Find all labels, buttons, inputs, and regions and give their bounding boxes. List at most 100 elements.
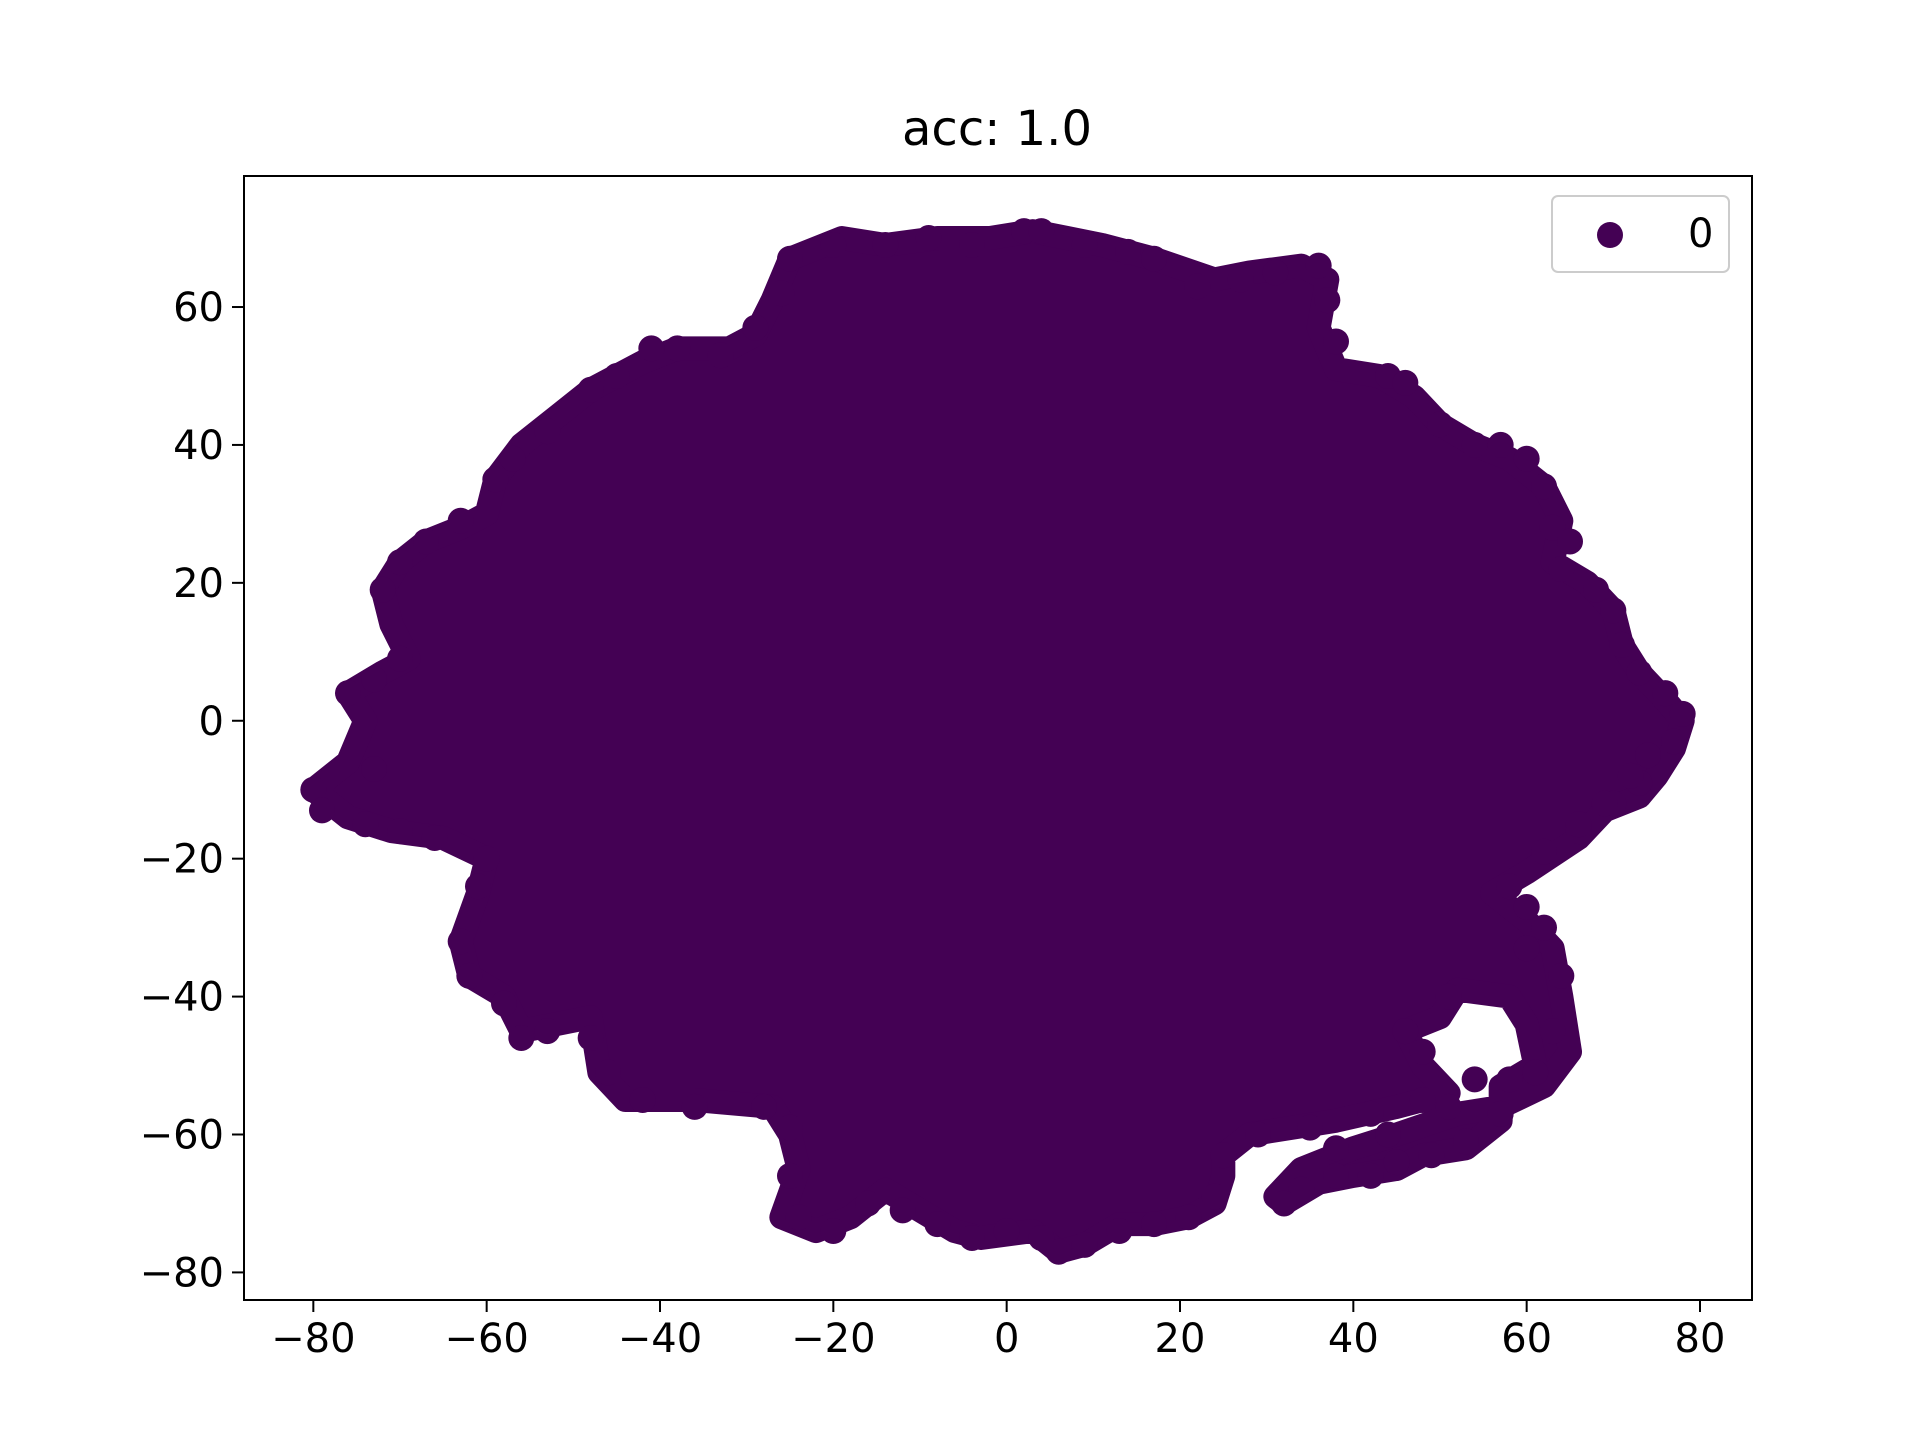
scatter-point [1141,1211,1167,1238]
scatter-point [993,1218,1020,1245]
y-tick-label: 0 [199,699,224,745]
scatter-point [1357,1100,1384,1127]
scatter-point [1557,528,1583,555]
scatter-point [889,1197,916,1224]
y-tick-label: 60 [173,285,224,331]
scatter-point [1496,1066,1523,1093]
scatter-point [577,376,604,403]
scatter-point [959,1224,985,1251]
legend-marker [1597,222,1623,248]
scatter-point [508,1024,535,1051]
scatter-point [1435,1093,1462,1120]
y-tick-label: 20 [173,561,224,607]
y-tick-label: −60 [140,1113,224,1159]
scatter-point [335,680,361,707]
scatter-point [1539,1018,1566,1045]
x-tick-label: 40 [1328,1316,1379,1362]
scatter-point [1210,1142,1237,1169]
x-tick-label: 0 [994,1316,1019,1362]
scatter-point [1435,983,1462,1010]
scatter-point [1383,1149,1410,1176]
scatter-point [1323,1162,1349,1189]
scatter-point [1357,1162,1384,1189]
scatter-point [924,1211,951,1238]
scatter-point [1626,659,1653,686]
y-tick-label: −20 [140,837,224,883]
plot-frame [243,175,1753,1301]
scatter-point [361,756,387,783]
scatter-point [1583,576,1609,603]
x-tick-label: 80 [1675,1316,1726,1362]
scatter-point [1565,811,1592,838]
scatter-point [595,1059,621,1086]
scatter-point [820,1218,847,1245]
y-tick-label: −40 [140,975,224,1021]
scatter-point [777,245,803,272]
scatter-point [1245,1121,1271,1148]
plot-area [300,218,1696,1265]
scatter-point [915,225,942,252]
scatter-point [777,1114,803,1141]
scatter-point [1288,1176,1315,1203]
scatter-point [465,873,491,900]
scatter-point [1409,1038,1436,1065]
scatter-point [664,335,691,362]
scatter-point [1045,1238,1072,1265]
scatter-point [1141,245,1167,272]
scatter-point [1427,411,1453,438]
scatter-point [1297,1114,1323,1141]
scatter-point [1635,742,1661,769]
scatter-point [1028,1224,1055,1251]
scatter-point [638,335,665,362]
scatter-point [361,666,387,693]
x-tick-label: −60 [444,1316,528,1362]
scatter-point [1496,873,1523,900]
chart-title: acc: 1.0 [902,101,1092,157]
scatter-point [1522,1059,1549,1086]
scatter-point [1262,259,1289,286]
scatter-point [1513,893,1540,920]
scatter-point [1418,1142,1445,1169]
scatter-point [1227,266,1254,293]
scatter-point [1453,1128,1479,1155]
scatter-point [1661,728,1687,755]
scatter-point [1392,1018,1419,1045]
x-tick-label: 60 [1501,1316,1552,1362]
legend: 0 [1551,195,1730,273]
x-tick-label: −20 [791,1316,875,1362]
scatter-point [1323,1135,1349,1162]
x-tick-label: −40 [618,1316,702,1362]
scatter-point [1409,1087,1436,1114]
scatter-point [1071,1231,1098,1258]
scatter-point [473,845,500,872]
scatter-point [1487,1100,1514,1127]
scatter-point [1609,631,1635,658]
scatter-point [1591,790,1618,817]
scatter-point [1531,838,1557,865]
scatter-point [499,445,526,472]
scatter-point [820,231,847,258]
scatter-point [534,1018,561,1045]
x-tick-label: 20 [1155,1316,1206,1362]
scatter-point [447,507,474,534]
y-axis: −80 −60 −40 −20 0 20 40 60 [140,285,244,1296]
scatter-point [1028,218,1055,245]
scatter-point [352,811,379,838]
scatter-point [1106,1218,1133,1245]
scatter-point [1305,252,1332,279]
scatter-point [785,1204,812,1231]
scatter-point [872,231,899,258]
scatter-point [1531,914,1557,941]
scatter-point [413,528,439,555]
scatter-point [603,362,630,389]
scatter-point [1461,1066,1488,1093]
scatter-point [629,1087,656,1114]
scatter-point [768,280,795,307]
scatter-point [1271,1190,1297,1217]
scatter-point [777,1162,803,1189]
scatter-point [482,466,509,493]
scatter-point [1531,473,1557,500]
scatter-point [1201,1183,1228,1210]
